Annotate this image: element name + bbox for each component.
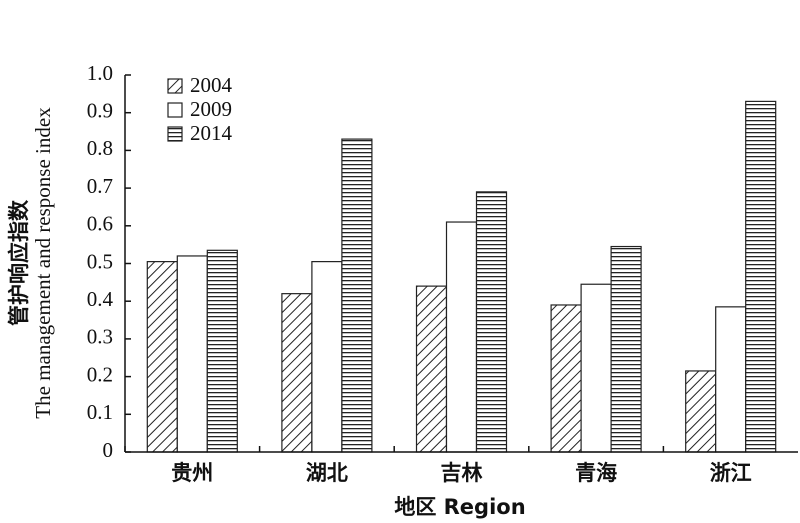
x-tick-label: 湖北 bbox=[306, 461, 348, 485]
y-tick-label: 0.8 bbox=[87, 136, 113, 160]
x-tick-label: 浙江 bbox=[710, 461, 752, 485]
bar bbox=[281, 293, 313, 453]
y-tick-label: 0.1 bbox=[87, 400, 113, 424]
bar bbox=[475, 191, 508, 453]
y-tick-label: 0 bbox=[103, 438, 114, 462]
bar bbox=[341, 138, 373, 453]
y-axis-title: The management and response index bbox=[31, 107, 55, 419]
y-tick-label: 0.7 bbox=[87, 174, 113, 198]
y-tick-label: 0.6 bbox=[87, 212, 113, 236]
x-axis-title: 地区 Region bbox=[394, 495, 525, 519]
bar bbox=[610, 245, 642, 453]
y-tick-label: 0.5 bbox=[87, 249, 113, 273]
x-tick-label: 贵州 bbox=[171, 461, 213, 485]
y-axis-title: 管护响应指数 bbox=[7, 199, 31, 326]
bar bbox=[311, 261, 343, 453]
legend-swatch bbox=[167, 102, 183, 118]
x-tick-label: 青海 bbox=[575, 461, 617, 485]
y-tick-label: 0.3 bbox=[87, 325, 113, 349]
y-tick-label: 0.4 bbox=[87, 287, 114, 311]
legend-label: 2009 bbox=[190, 97, 232, 121]
bar bbox=[206, 249, 238, 453]
bar bbox=[176, 255, 208, 453]
legend-label: 2004 bbox=[190, 73, 233, 97]
bar bbox=[415, 285, 448, 453]
bar bbox=[745, 100, 777, 453]
legend-swatch bbox=[167, 126, 183, 142]
y-tick-label: 0.2 bbox=[87, 362, 113, 386]
bar bbox=[685, 370, 717, 453]
bar bbox=[445, 221, 478, 453]
y-tick-label: 0.9 bbox=[87, 99, 113, 123]
x-tick-label: 吉林 bbox=[441, 461, 483, 485]
bar bbox=[715, 306, 747, 453]
legend-swatch bbox=[167, 78, 183, 94]
bar bbox=[580, 283, 612, 453]
bar bbox=[146, 261, 178, 453]
y-tick-label: 1.0 bbox=[87, 61, 113, 85]
legend-label: 2014 bbox=[190, 121, 233, 145]
bar bbox=[550, 304, 582, 453]
